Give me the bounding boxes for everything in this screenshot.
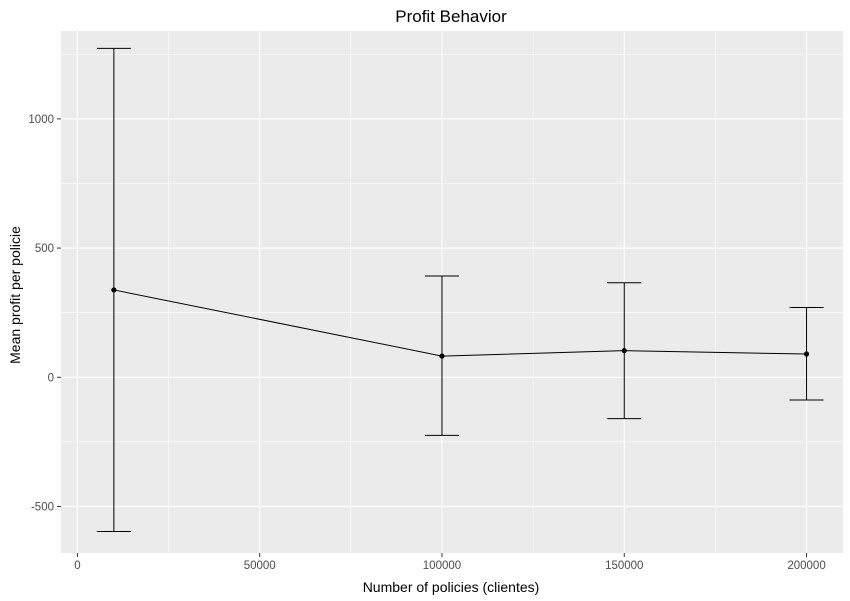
x-tick-label: 50000 <box>244 560 276 572</box>
y-tick-label: 1000 <box>28 114 54 126</box>
x-axis-title: Number of policies (clientes) <box>363 579 540 595</box>
data-point <box>803 351 810 357</box>
axes: 0 50000 100000 150000 200000 -500 0 500 1000 <box>28 114 825 572</box>
plot-panel <box>61 31 843 553</box>
data-point <box>621 348 627 354</box>
x-tick-label: 100000 <box>423 560 461 572</box>
data-point <box>439 353 445 359</box>
y-tick-label: 0 <box>48 372 54 384</box>
y-axis-title: Mean profit per policie <box>7 226 23 364</box>
series-line <box>113 289 807 357</box>
x-tick-label: 200000 <box>787 560 825 572</box>
x-tick-label: 0 <box>74 560 80 572</box>
y-tick-label: 500 <box>35 243 54 255</box>
chart-title: Profit Behavior <box>395 7 507 26</box>
data-point <box>111 287 117 293</box>
y-tick-label: -500 <box>31 501 54 513</box>
data-marks <box>96 47 824 533</box>
x-tick-label: 150000 <box>605 560 643 572</box>
